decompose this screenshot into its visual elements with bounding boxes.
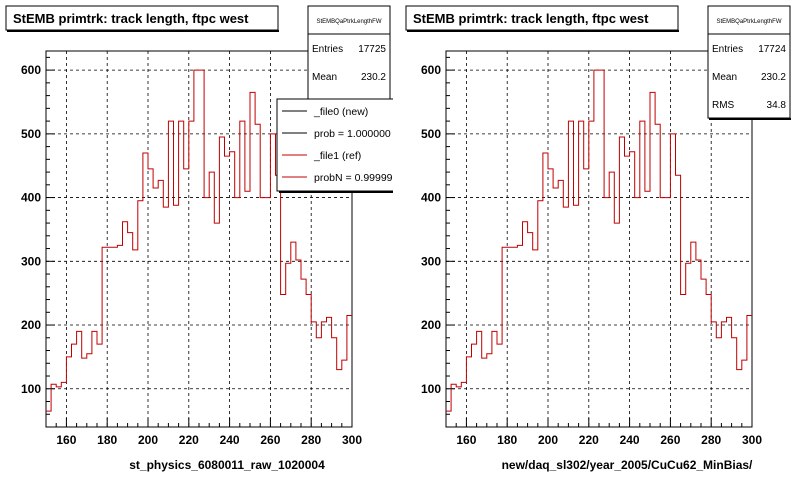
stats-value: 230.2 [761,72,786,83]
x-tick-label: 180 [97,433,117,447]
title-box [405,5,679,31]
y-tick-label: 100 [421,382,441,396]
stats-label: RMS [712,100,735,111]
y-tick-label: 500 [421,127,441,141]
x-tick-label: 220 [579,433,599,447]
y-tick-label: 400 [421,191,441,205]
y-tick-label: 600 [21,63,41,77]
x-tick-label: 280 [701,433,721,447]
y-tick-label: 100 [21,382,41,396]
legend-box [276,98,393,192]
histogram-series [446,69,752,412]
left-pad: 160 180 200 220 240 260 280 300 100 200 300 400 500 6… [5,5,399,472]
stats-box-shadow [709,118,791,120]
stats-value: 34.8 [767,100,787,111]
x-tick-label: 300 [742,433,762,447]
title-box-shadow [407,30,679,32]
stats-name: StEMBQaPtrkLengthFW [716,19,781,25]
legend: _file0 (new) prob = 1.000000 _file1 (ref) p… [276,98,399,193]
y-tick-label: 500 [21,127,41,141]
y-tick-label: 200 [21,318,41,332]
x-axis-label: new/daq_sl302/year_2005/CuCu62_MinBias/ [502,458,753,472]
legend-entry-label: prob = 1.000000 [314,128,391,140]
y-tick-label: 300 [421,254,441,268]
chart-title: StEMB primtrk: track length, ftpc west [13,11,249,26]
legend-entry-label: _file0 (new) [313,106,368,118]
x-tick-label: 260 [660,433,680,447]
x-tick-label: 200 [138,433,158,447]
stats-label: Entries [712,44,743,55]
x-tick-label: 280 [301,433,321,447]
x-tick-label: 180 [497,433,517,447]
x-tick-label: 260 [260,433,280,447]
stats-value: 230.2 [361,72,386,83]
stats-box [707,5,791,119]
stats-label: Mean [312,72,337,83]
x-tick-label: 300 [342,433,362,447]
stats-label: Mean [712,72,737,83]
chart-svg: 160 180 200 220 240 260 280 300 100 200 300 400 500 6… [5,5,399,472]
stats-value: 17725 [358,44,386,55]
x-tick-label: 160 [456,433,476,447]
title-box [5,5,279,31]
plot-frame [445,50,753,428]
y-tick-label: 300 [21,254,41,268]
x-axis-label: st_physics_6080011_raw_1020004 [129,458,325,472]
stats-name: StEMBQaPtrkLengthFW [316,19,381,25]
y-tick-label: 200 [421,318,441,332]
right-pad: 160 180 200 220 240 260 280 300 100 200 300 400 500 6… [400,0,800,480]
legend-entry-label: probN = 0.999999 [314,172,399,184]
y-tick-label: 600 [421,63,441,77]
y-tick-label: 400 [21,191,41,205]
legend-entry-label: _file1 (ref) [313,150,361,162]
x-tick-label: 240 [620,433,640,447]
x-tick-label: 220 [179,433,199,447]
x-tick-label: 240 [220,433,240,447]
x-tick-label: 160 [56,433,76,447]
histogram-series [46,69,352,412]
stats-label: Entries [312,44,343,55]
legend-shadow [279,191,393,193]
chart-svg: 160 180 200 220 240 260 280 300 100 200 300 400 500 6… [405,5,791,472]
chart-title: StEMB primtrk: track length, ftpc west [413,11,649,26]
x-tick-label: 200 [538,433,558,447]
stats-value: 17724 [758,44,786,55]
title-box-shadow [7,30,279,32]
